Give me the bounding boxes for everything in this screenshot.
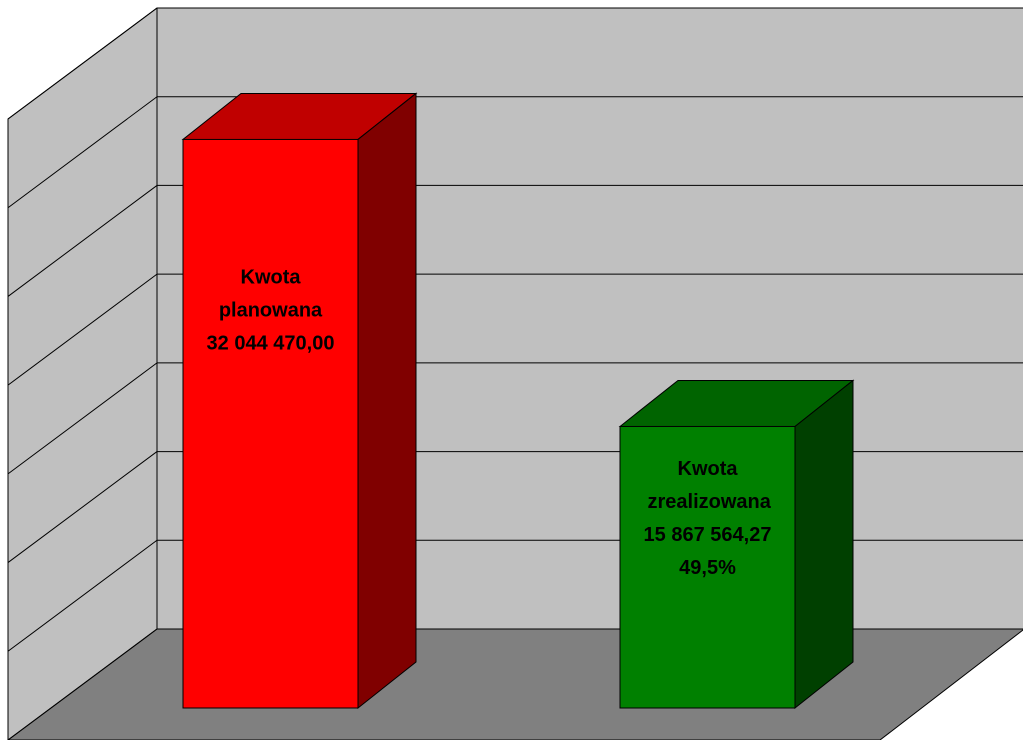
floor — [7, 628, 1023, 740]
value-label: 15 867 564,27 — [643, 524, 772, 547]
data-label: Kwota zrealizowana 15 867 564,27 49,5% — [613, 453, 803, 585]
grid-line-side — [7, 451, 158, 563]
bar — [619, 425, 796, 709]
grid-line-side — [7, 96, 158, 209]
category-label: Kwota planowana — [218, 266, 323, 322]
bar-side — [794, 379, 854, 710]
percent-label: 49,5% — [679, 557, 736, 580]
grid-line-side — [7, 273, 158, 386]
category-label: Kwota zrealizowana — [647, 458, 771, 514]
data-label: Kwota planowana 32 044 470,00 — [176, 262, 366, 361]
bar — [182, 138, 359, 709]
grid-line-side — [7, 628, 158, 740]
bar-side — [357, 92, 417, 710]
grid-line-side — [7, 539, 158, 652]
grid-line-side — [7, 362, 158, 475]
value-label: 32 044 470,00 — [206, 332, 335, 355]
grid-line-side — [7, 185, 158, 297]
grid-line-side — [7, 7, 158, 120]
